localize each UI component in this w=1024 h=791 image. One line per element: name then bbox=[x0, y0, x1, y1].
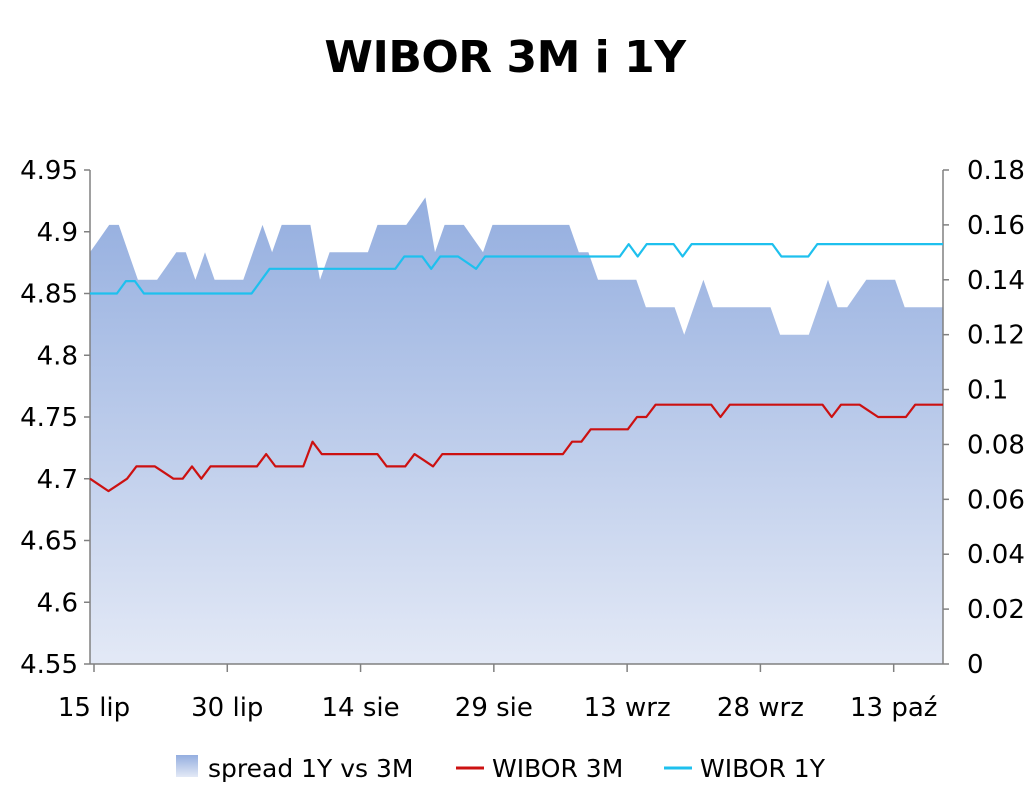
right-y-tick-label: 0.04 bbox=[967, 540, 1024, 570]
x-tick-label: 28 wrz bbox=[717, 693, 804, 723]
right-y-tick-label: 0.18 bbox=[967, 156, 1024, 186]
x-tick-label: 14 sie bbox=[322, 693, 400, 723]
x-tick-label: 13 wrz bbox=[584, 693, 671, 723]
left-y-tick-label: 4.6 bbox=[37, 588, 78, 618]
right-y-tick-label: 0.06 bbox=[967, 485, 1024, 515]
left-y-tick-label: 4.7 bbox=[37, 465, 78, 495]
x-tick-label: 15 lip bbox=[58, 693, 130, 723]
left-y-tick-label: 4.65 bbox=[20, 527, 78, 557]
lines-layer bbox=[89, 243, 943, 493]
right-y-tick-label: 0 bbox=[967, 650, 984, 680]
left-y-tick-label: 4.55 bbox=[20, 650, 78, 680]
series-wibor-3m-line bbox=[89, 403, 943, 493]
right-y-tick-label: 0.14 bbox=[967, 266, 1024, 296]
right-y-tick-label: 0.08 bbox=[967, 430, 1024, 460]
tick-labels-layer: 4.55 4.6 4.65 4.7 4.75 4.8 4.85 4.9 4.95 0 0.02 0.0… bbox=[20, 156, 1024, 723]
x-tick-label: 29 sie bbox=[455, 693, 533, 723]
x-tick-label: 30 lip bbox=[191, 693, 263, 723]
left-y-tick-label: 4.85 bbox=[20, 280, 78, 310]
left-y-tick-label: 4.8 bbox=[37, 341, 78, 371]
left-y-tick-label: 4.9 bbox=[37, 218, 78, 248]
chart-title: WIBOR 3M i 1Y bbox=[324, 32, 686, 83]
legend-swatch-spread bbox=[176, 755, 198, 777]
left-y-tick-label: 4.95 bbox=[20, 156, 78, 186]
legend-label-spread: spread 1Y vs 3M bbox=[208, 754, 414, 783]
right-y-tick-label: 0.16 bbox=[967, 211, 1024, 241]
spread-area-layer bbox=[90, 197, 943, 664]
legend-label-wibor-3m: WIBOR 3M bbox=[492, 754, 623, 783]
x-tick-label: 13 paź bbox=[850, 693, 937, 723]
series-wibor-1y-line bbox=[90, 243, 943, 295]
right-y-tick-label: 0.1 bbox=[967, 376, 1008, 406]
legend-label-wibor-1y: WIBOR 1Y bbox=[700, 754, 826, 783]
right-y-tick-label: 0.12 bbox=[967, 321, 1024, 351]
right-y-tick-label: 0.02 bbox=[967, 595, 1024, 625]
left-y-tick-label: 4.75 bbox=[20, 403, 78, 433]
legend: spread 1Y vs 3M WIBOR 3M WIBOR 1Y bbox=[176, 754, 826, 783]
series-spread-1y-vs-3m-area bbox=[90, 197, 943, 664]
axes-layer bbox=[84, 169, 949, 672]
